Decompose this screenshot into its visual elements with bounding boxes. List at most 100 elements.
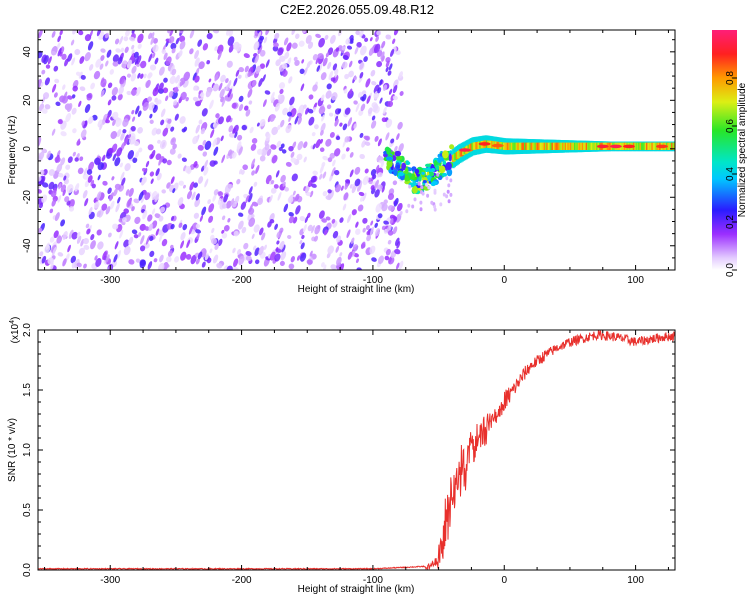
noise-blob: [291, 173, 298, 182]
noise-blob: [111, 260, 117, 267]
noise-blob: [245, 109, 251, 117]
noise-blob: [114, 241, 119, 250]
noise-blob: [173, 86, 179, 94]
noise-blob: [100, 48, 106, 53]
noise-blob: [72, 128, 77, 134]
noise-blob: [266, 148, 272, 157]
noise-blob: [303, 67, 308, 76]
noise-blob: [137, 33, 144, 44]
noise-blob: [38, 151, 45, 160]
noise-blob: [162, 127, 169, 137]
noise-blob: [83, 244, 90, 250]
noise-blob: [255, 65, 261, 74]
noise-blob: [178, 50, 183, 58]
noise-blob: [192, 96, 199, 102]
noise-blob: [113, 254, 118, 263]
noise-blob: [212, 83, 219, 92]
spectrogram-noise-region: [38, 30, 404, 270]
noise-blob: [347, 90, 354, 99]
onset-blob: [397, 171, 405, 177]
noise-blob: [212, 138, 218, 147]
noise-blob: [231, 102, 237, 109]
noise-blob: [170, 42, 177, 50]
noise-blob: [297, 116, 302, 125]
tail-blob: [449, 178, 453, 183]
noise-blob: [41, 69, 46, 75]
noise-blob: [258, 245, 264, 256]
noise-blob: [161, 189, 166, 194]
noise-blob: [123, 36, 129, 42]
noise-blob: [94, 255, 98, 261]
noise-blob: [337, 108, 342, 114]
noise-blob: [211, 227, 215, 234]
noise-blob: [233, 41, 240, 50]
noise-blob: [288, 115, 292, 123]
noise-blob: [225, 200, 232, 209]
noise-blob: [165, 256, 172, 263]
noise-blob: [160, 108, 166, 118]
noise-blob: [88, 161, 95, 171]
noise-blob: [240, 201, 247, 210]
spectrogram-y-label: Frequency (Hz): [7, 116, 18, 185]
noise-blob: [238, 212, 244, 217]
noise-blob: [201, 165, 205, 172]
onset-blob: [411, 185, 418, 194]
colorbar-label: Normalized spectral amplitude: [737, 82, 748, 217]
noise-blob: [248, 186, 253, 195]
noise-blob: [82, 238, 90, 245]
noise-blob: [121, 217, 127, 223]
noise-blob: [397, 121, 403, 130]
noise-blob: [112, 54, 119, 63]
noise-blob: [275, 248, 282, 253]
noise-blob: [178, 180, 184, 186]
noise-blob: [174, 256, 180, 263]
noise-blob: [64, 178, 70, 185]
noise-blob: [331, 218, 336, 224]
snr-y-label: SNR (10 * v/v): [7, 418, 18, 482]
noise-blob: [49, 262, 54, 270]
noise-blob: [334, 169, 340, 176]
noise-blob: [325, 52, 330, 58]
noise-blob: [361, 90, 367, 96]
noise-blob: [356, 258, 359, 263]
noise-blob: [63, 175, 67, 181]
noise-blob: [371, 81, 377, 86]
noise-blob: [383, 220, 389, 225]
noise-blob: [138, 232, 142, 237]
noise-blob: [105, 254, 110, 264]
x-tick-label: -300: [100, 275, 120, 286]
noise-blob: [273, 42, 279, 48]
noise-blob: [154, 57, 159, 65]
noise-blob: [362, 227, 366, 233]
noise-blob: [270, 180, 275, 185]
noise-blob: [114, 183, 122, 190]
noise-blob: [189, 181, 195, 191]
noise-blob: [392, 95, 398, 101]
noise-blob: [116, 249, 122, 260]
noise-blob: [131, 229, 138, 235]
noise-blob: [44, 104, 51, 110]
noise-blob: [250, 158, 256, 168]
noise-blob: [123, 208, 129, 214]
noise-blob: [277, 191, 282, 201]
onset-blob: [445, 162, 452, 170]
noise-blob: [318, 106, 326, 115]
noise-blob: [178, 35, 186, 43]
noise-blob: [174, 113, 179, 121]
noise-blob: [309, 190, 314, 198]
noise-blob: [362, 192, 367, 202]
noise-blob: [253, 224, 260, 233]
noise-blob: [276, 240, 280, 245]
noise-blob: [198, 176, 204, 184]
noise-blob: [394, 145, 398, 152]
noise-blob: [163, 52, 168, 61]
noise-blob: [358, 191, 365, 197]
noise-blob: [236, 178, 241, 185]
noise-blob: [67, 95, 73, 100]
tail-blob: [449, 192, 453, 197]
noise-blob: [278, 82, 286, 90]
spectrogram-x-label: Height of straight line (km): [298, 284, 415, 295]
noise-blob: [276, 140, 281, 148]
x-tick-label: -100: [363, 575, 383, 586]
